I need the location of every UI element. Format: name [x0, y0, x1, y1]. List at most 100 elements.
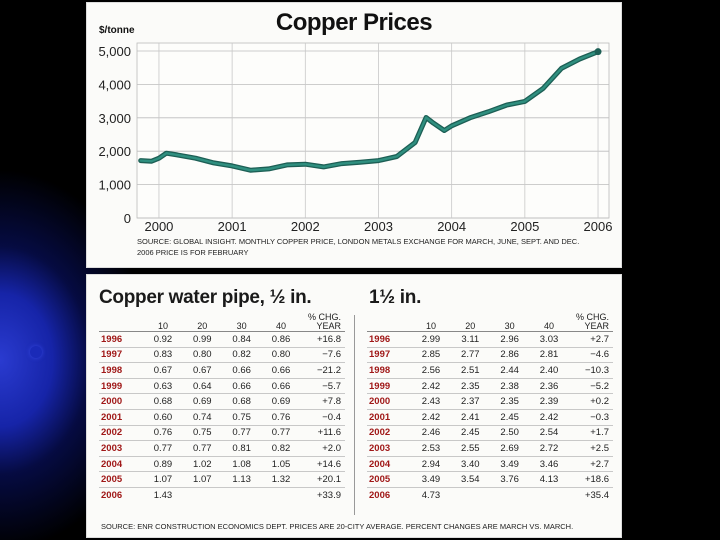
price-cell: 0.67: [143, 362, 183, 379]
year-column-header: [99, 313, 144, 332]
y-axis-unit-label: $/tonne: [99, 25, 135, 36]
price-cell: 2.56: [411, 362, 451, 379]
price-cell: 1.13: [221, 471, 262, 488]
size-column-header: 10: [411, 313, 451, 332]
percent-change-cell: +7.8: [300, 393, 345, 410]
price-cell: 0.81: [221, 440, 262, 457]
price-cell: 2.42: [411, 377, 451, 394]
price-cell: 2.81: [529, 346, 569, 363]
table-row: 2005 1.07 1.07 1.13 1.32 +20.1: [99, 471, 345, 488]
table-row: 2001 0.60 0.74 0.75 0.76 −0.4: [99, 408, 345, 426]
year-cell: 1998: [367, 362, 412, 379]
chart-title: Copper Prices: [275, 9, 433, 36]
price-cell: 2.43: [411, 393, 451, 410]
price-cell: 0.66: [261, 377, 301, 394]
y-tick-label: 2,000: [98, 144, 131, 159]
percent-change-cell: −21.2: [300, 362, 345, 379]
price-cell: 0.69: [261, 393, 301, 410]
table-row: 2003 0.77 0.77 0.81 0.82 +2.0: [99, 440, 345, 457]
price-cell: 2.40: [529, 362, 569, 379]
price-cell: 1.05: [261, 455, 301, 472]
price-cell: 1.02: [182, 455, 222, 472]
price-cell: 2.72: [529, 440, 569, 457]
price-cell: 0.77: [221, 424, 262, 441]
price-cell: 3.11: [450, 331, 490, 348]
percent-change-cell: +14.6: [300, 455, 345, 472]
price-cell: 1.07: [143, 471, 183, 488]
year-cell: 2004: [367, 455, 412, 472]
percent-change-cell: +20.1: [300, 471, 345, 488]
price-cell: 0.67: [182, 362, 222, 379]
table-row: 1997 0.83 0.80 0.82 0.80 −7.6: [99, 346, 345, 363]
year-cell: 1996: [99, 331, 144, 348]
price-cell: [182, 486, 222, 504]
percent-change-cell: +2.0: [300, 440, 345, 457]
x-tick-label: 2004: [437, 219, 466, 234]
year-cell: 2005: [367, 471, 412, 488]
price-cell: 3.03: [529, 331, 569, 348]
percent-change-cell: +2.7: [568, 455, 613, 472]
table-row: 1996 2.99 3.11 2.96 3.03 +2.7: [367, 331, 613, 348]
price-cell: 0.99: [182, 331, 222, 348]
table-row: 2000 0.68 0.69 0.68 0.69 +7.8: [99, 393, 345, 410]
table-row: 2005 3.49 3.54 3.76 4.13 +18.6: [367, 471, 613, 488]
inch-and-half-price-table: 10 20 30 40% CHG. YEAR 1996 2.99 3.11 2.96 3.03 +…: [367, 313, 613, 504]
price-cell: 2.99: [411, 331, 451, 348]
year-cell: 1996: [367, 331, 412, 348]
y-tick-label: 1,000: [98, 178, 131, 193]
price-cell: 0.64: [182, 377, 222, 394]
percent-change-cell: +2.5: [568, 440, 613, 457]
year-cell: 2006: [367, 486, 412, 504]
price-cell: 0.75: [182, 424, 222, 441]
percent-change-cell: +18.6: [568, 471, 613, 488]
percent-change-cell: +2.7: [568, 331, 613, 348]
price-cell: 0.77: [182, 440, 222, 457]
price-cell: 2.45: [489, 408, 530, 426]
price-cell: 0.77: [143, 440, 183, 457]
table-header-row: 10 20 30 40% CHG. YEAR: [99, 313, 345, 332]
price-cell: 2.86: [489, 346, 530, 363]
price-cell: [489, 486, 530, 504]
size-column-header: 30: [221, 313, 262, 332]
price-cell: 2.54: [529, 424, 569, 441]
table-row: 2006 4.73 +35.4: [367, 486, 613, 504]
x-tick-label: 2000: [144, 219, 173, 234]
year-cell: 2005: [99, 471, 144, 488]
price-cell: 0.83: [143, 346, 183, 363]
year-cell: 2004: [99, 455, 144, 472]
table-row: 1999 2.42 2.35 2.38 2.36 −5.2: [367, 377, 613, 394]
price-cell: 2.51: [450, 362, 490, 379]
size-column-header: 10: [143, 313, 183, 332]
price-cell: 1.07: [182, 471, 222, 488]
latest-price-point: [594, 48, 602, 56]
year-cell: 1998: [99, 362, 144, 379]
year-cell: 2000: [367, 393, 412, 410]
year-cell: 2006: [99, 486, 144, 504]
year-cell: 2000: [99, 393, 144, 410]
price-cell: 2.94: [411, 455, 451, 472]
price-cell: 1.43: [143, 486, 183, 504]
price-cell: 2.35: [450, 377, 490, 394]
percent-change-cell: −5.2: [568, 377, 613, 394]
price-cell: 0.92: [143, 331, 183, 348]
table-row: 1998 0.67 0.67 0.66 0.66 −21.2: [99, 362, 345, 379]
table-header-row: 10 20 30 40% CHG. YEAR: [367, 313, 613, 332]
year-cell: 2003: [99, 440, 144, 457]
price-cell: 0.66: [221, 362, 262, 379]
price-cell: 0.82: [221, 346, 262, 363]
percent-change-cell: +1.7: [568, 424, 613, 441]
price-cell: [221, 486, 262, 504]
year-cell: 1999: [99, 377, 144, 394]
price-cell: 2.45: [450, 424, 490, 441]
table-row: 2004 2.94 3.40 3.49 3.46 +2.7: [367, 455, 613, 472]
table-row: 1996 0.92 0.99 0.84 0.86 +16.8: [99, 331, 345, 348]
year-cell: 2003: [367, 440, 412, 457]
price-cell: 2.37: [450, 393, 490, 410]
price-cell: 0.60: [143, 408, 183, 426]
year-cell: 1997: [99, 346, 144, 363]
price-cell: 4.13: [529, 471, 569, 488]
slide-bullet-dot: [30, 346, 42, 358]
price-cell: 0.89: [143, 455, 183, 472]
price-cell: 1.32: [261, 471, 301, 488]
price-cell: 2.42: [411, 408, 451, 426]
